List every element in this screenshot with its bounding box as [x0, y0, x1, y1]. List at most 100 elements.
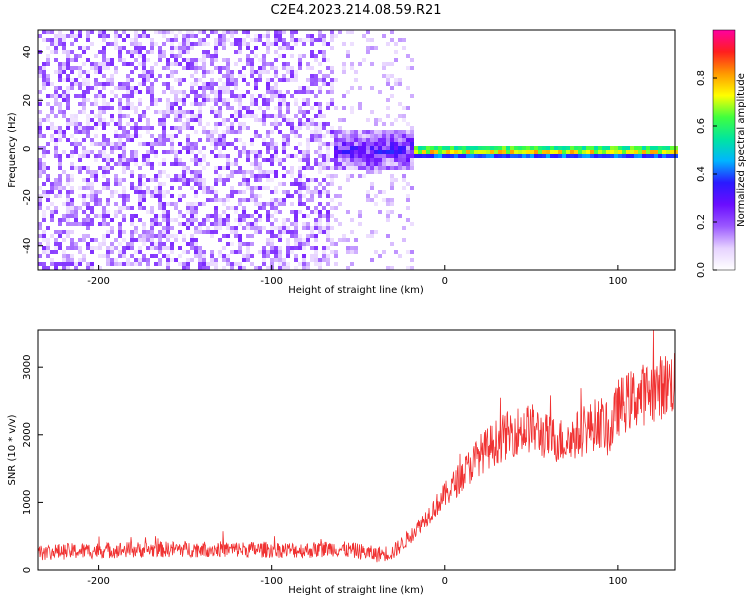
heatmap-cell — [666, 154, 670, 158]
heatmap-cell — [166, 266, 170, 270]
heatmap-cell — [606, 146, 610, 150]
heatmap-cell — [278, 34, 282, 38]
heatmap-cell — [350, 166, 354, 170]
heatmap-cell — [134, 86, 138, 90]
heatmap-cell — [82, 82, 86, 86]
heatmap-cell — [638, 154, 642, 158]
heatmap-cell — [330, 242, 334, 246]
heatmap-cell — [78, 102, 82, 106]
heatmap-cell — [314, 158, 318, 162]
heatmap-cell — [330, 126, 334, 130]
heatmap-cell — [102, 222, 106, 226]
heatmap-cell — [158, 206, 162, 210]
heatmap-cell — [270, 90, 274, 94]
heatmap-cell — [262, 258, 266, 262]
heatmap-cell — [174, 206, 178, 210]
heatmap-cell — [302, 262, 306, 266]
heatmap-cell — [86, 154, 90, 158]
heatmap-cell — [266, 254, 270, 258]
heatmap-cell — [82, 90, 86, 94]
heatmap-cell — [62, 250, 66, 254]
heatmap-cell — [166, 58, 170, 62]
heatmap-cell — [282, 38, 286, 42]
heatmap-cell — [366, 166, 370, 170]
heatmap-cell — [630, 146, 634, 150]
heatmap-cell — [38, 146, 42, 150]
heatmap-cell — [250, 174, 254, 178]
heatmap-cell — [162, 114, 166, 118]
heatmap-cell — [570, 154, 574, 158]
heatmap-cell — [214, 218, 218, 222]
heatmap-cell — [402, 238, 406, 242]
heatmap-cell — [306, 178, 310, 182]
heatmap-cell — [226, 70, 230, 74]
heatmap-cell — [274, 234, 278, 238]
heatmap-cell — [318, 222, 322, 226]
heatmap-cell — [86, 206, 90, 210]
heatmap-cell — [186, 30, 190, 34]
heatmap-cell — [142, 226, 146, 230]
heatmap-cell — [226, 78, 230, 82]
heatmap-cell — [58, 158, 62, 162]
heatmap-y-tick-label: 0 — [22, 146, 33, 152]
heatmap-cell — [78, 250, 82, 254]
heatmap-cell — [78, 54, 82, 58]
heatmap-cell — [286, 46, 290, 50]
heatmap-cell — [286, 66, 290, 70]
heatmap-cell — [42, 194, 46, 198]
heatmap-cell — [346, 138, 350, 142]
heatmap-cell — [42, 66, 46, 70]
heatmap-cell — [422, 150, 426, 154]
heatmap-cell — [266, 214, 270, 218]
heatmap-cell — [386, 106, 390, 110]
heatmap-cell — [134, 250, 138, 254]
heatmap-cell — [286, 134, 290, 138]
heatmap-cell — [326, 66, 330, 70]
heatmap-cell — [90, 206, 94, 210]
heatmap-cell — [206, 138, 210, 142]
heatmap-cell — [154, 42, 158, 46]
heatmap-cell — [250, 190, 254, 194]
heatmap-cell — [106, 154, 110, 158]
heatmap-cell — [390, 94, 394, 98]
heatmap-cell — [242, 178, 246, 182]
heatmap-cell — [246, 110, 250, 114]
heatmap-cell — [290, 126, 294, 130]
heatmap-cell — [342, 70, 346, 74]
heatmap-cell — [446, 150, 450, 154]
heatmap-cell — [402, 118, 406, 122]
heatmap-cell — [142, 78, 146, 82]
heatmap-cell — [38, 186, 42, 190]
heatmap-cell — [102, 142, 106, 146]
heatmap-cell — [198, 254, 202, 258]
heatmap-cell — [194, 154, 198, 158]
heatmap-cell — [594, 150, 598, 154]
heatmap-cell — [102, 62, 106, 66]
heatmap-cell — [162, 234, 166, 238]
heatmap-cell — [166, 102, 170, 106]
heatmap-cell — [150, 166, 154, 170]
heatmap-cell — [338, 142, 342, 146]
heatmap-cell — [270, 170, 274, 174]
heatmap-cell — [190, 246, 194, 250]
heatmap-cell — [58, 86, 62, 90]
heatmap-cell — [106, 198, 110, 202]
heatmap-cell — [514, 154, 518, 158]
heatmap-cell — [38, 110, 42, 114]
heatmap-cell — [222, 66, 226, 70]
heatmap-cell — [166, 246, 170, 250]
heatmap-cell — [174, 126, 178, 130]
heatmap-cell — [254, 82, 258, 86]
heatmap-cell — [222, 102, 226, 106]
heatmap-cell — [390, 162, 394, 166]
heatmap-cell — [170, 30, 174, 34]
heatmap-cell — [130, 150, 134, 154]
heatmap-cell — [58, 218, 62, 222]
heatmap-cell — [394, 138, 398, 142]
heatmap-cell — [154, 154, 158, 158]
heatmap-cell — [246, 150, 250, 154]
heatmap-cell — [378, 150, 382, 154]
heatmap-cell — [298, 66, 302, 70]
heatmap-cell — [242, 218, 246, 222]
heatmap-cell — [386, 78, 390, 82]
